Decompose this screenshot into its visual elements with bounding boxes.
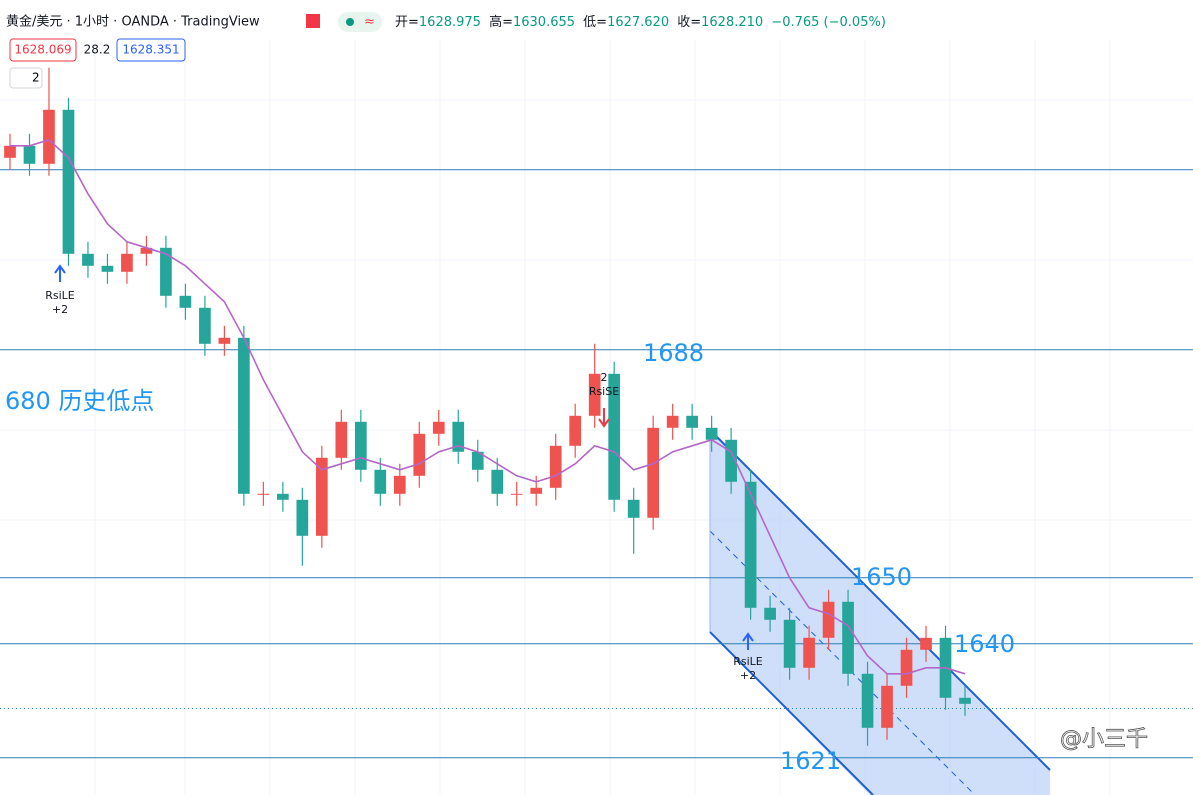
ohlc-label: 开= (395, 15, 419, 30)
candle-body (296, 499, 309, 536)
candle-body (393, 475, 406, 494)
channel (710, 430, 1050, 795)
signal-arrow (742, 632, 754, 650)
candle-body (725, 439, 737, 482)
candle-body (881, 685, 893, 728)
ohlc-value: 1628.975 (419, 15, 481, 30)
candle-body (530, 487, 543, 494)
candle-body (199, 307, 211, 344)
candle-body (764, 607, 776, 620)
annotation: 1621 (780, 747, 841, 775)
layers-toggle[interactable] (9, 67, 43, 89)
candle-body (471, 451, 484, 470)
status-dot (346, 18, 354, 26)
buy-badge[interactable] (116, 38, 186, 62)
buy-price: 1628.351 (122, 43, 179, 57)
channel-lower (709, 631, 874, 795)
candle-body (354, 421, 367, 470)
signal: +2 (740, 669, 756, 682)
candle-body (705, 427, 718, 440)
candle-body (238, 337, 250, 494)
candle-body (62, 109, 75, 254)
ohlc: 开=1628.975 高=1630.655 低=1627.620 收=1628.… (395, 14, 886, 30)
annotation: 1650 (851, 563, 912, 591)
grid (0, 40, 1193, 795)
candle-body (510, 493, 523, 495)
signal-arrow (598, 408, 610, 428)
candle-body (666, 415, 679, 428)
candle-body (900, 649, 913, 686)
header-bg (0, 0, 1193, 40)
candle-body (315, 457, 328, 536)
status-icon: ≈ (364, 15, 375, 30)
annotation: 1640 (954, 630, 1015, 658)
ohlc-value: 1627.620 (607, 15, 669, 30)
signal: RsiLE (733, 655, 763, 668)
candle-body (803, 637, 815, 668)
candle-body (101, 265, 114, 272)
candle-body (23, 145, 36, 164)
candle-body (160, 247, 172, 296)
candle-body (959, 697, 971, 704)
change: −0.765 (−0.05%) (771, 15, 886, 30)
candle-body (82, 253, 94, 266)
candle-body (218, 337, 231, 344)
candle-body (257, 493, 270, 495)
candle-body (4, 145, 16, 158)
status[interactable] (338, 12, 382, 32)
candle-body (179, 295, 192, 308)
candle-body (569, 415, 582, 446)
candle-body (277, 493, 289, 500)
sell-badge[interactable] (9, 38, 77, 62)
signal: 2 (601, 371, 608, 384)
candle-body (822, 601, 835, 638)
flag[interactable] (306, 14, 320, 28)
ohlc-label: 收= (677, 15, 701, 30)
channel-upper (709, 429, 1051, 771)
candle-body (549, 445, 562, 488)
candle-body (121, 253, 133, 272)
candle-body (43, 109, 55, 164)
candle-body (686, 415, 698, 428)
ohlc-value: 1630.655 (513, 15, 575, 30)
watermark: @小三千 (1060, 727, 1148, 752)
candle-body (861, 673, 874, 728)
annotation: 680 历史低点 (5, 387, 154, 415)
candle-body (374, 469, 387, 494)
candle-body (783, 619, 796, 668)
candle-body (452, 421, 465, 452)
candle-body (920, 637, 932, 650)
candle-body (608, 373, 621, 500)
signal: RsiSE (589, 385, 619, 398)
ohlc-label: 高= (489, 14, 513, 30)
annotation: 1688 (643, 339, 704, 367)
candle-body (842, 601, 854, 674)
candle-body (588, 373, 601, 416)
candle-body (413, 433, 426, 476)
ohlc-value: 1628.210 (701, 15, 763, 30)
candle-body (335, 421, 348, 458)
spread: 28.2 (84, 43, 111, 57)
sell-price: 1628.069 (14, 43, 71, 57)
candle-body (140, 247, 153, 254)
signal: RsiLE (45, 289, 75, 302)
candle-body (647, 427, 660, 518)
candle-body (491, 469, 504, 494)
layers-count: 2 (32, 71, 40, 85)
signal: +2 (52, 303, 68, 316)
candle-body (432, 421, 445, 434)
symbol-title: 黄金/美元 · 1小时 · OANDA · TradingView (6, 14, 260, 30)
moving-average (10, 138, 966, 675)
candle-body (627, 499, 640, 518)
ohlc-label: 低= (583, 15, 607, 30)
candle-body (744, 481, 757, 608)
signal-arrow (54, 264, 66, 282)
